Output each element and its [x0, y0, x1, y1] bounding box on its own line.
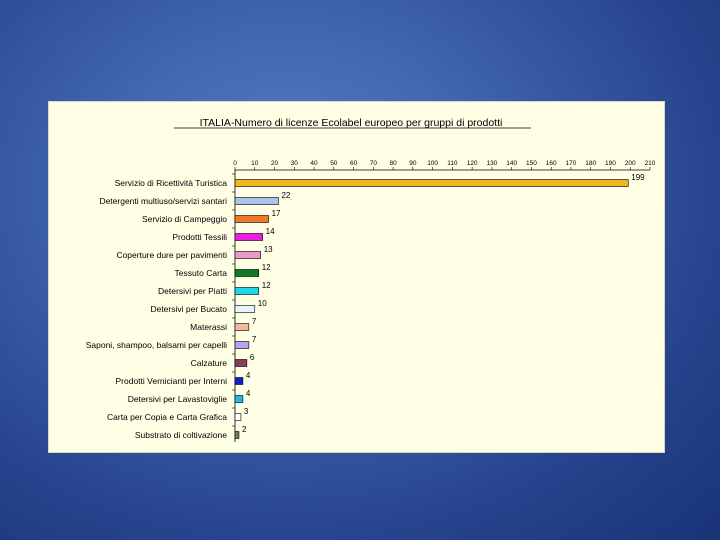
x-tick-label: 70 [370, 160, 378, 167]
data-label: 4 [246, 389, 251, 398]
category-label: Detersivi per Lavastoviglie [128, 394, 227, 404]
x-tick-label: 20 [271, 160, 279, 167]
bar [234, 287, 260, 295]
bar [234, 215, 269, 223]
category-label: Detersivi per Piatti [158, 286, 227, 296]
category-label: Servizio di Campeggio [142, 214, 227, 224]
bar [234, 305, 256, 313]
x-tick-label: 60 [350, 160, 358, 167]
bar [234, 413, 242, 421]
x-tick-label: 180 [585, 160, 596, 167]
category-label: Calzature [191, 358, 228, 368]
category-label: Detergenti multiuso/servizi santari [99, 196, 227, 206]
category-label: Tessuto Carta [175, 268, 228, 278]
x-tick-label: 200 [625, 160, 636, 167]
bar [234, 431, 240, 439]
x-tick-label: 30 [291, 160, 299, 167]
category-label: Prodotti Vernicianti per Interni [115, 376, 227, 386]
bar [234, 197, 279, 205]
data-label: 13 [264, 245, 273, 254]
chart-panel: ITALIA-Numero di licenze Ecolabel europe… [48, 101, 665, 453]
x-tick-label: 150 [526, 160, 537, 167]
category-label: Saponi, shampoo, balsami per capelli [86, 340, 227, 350]
bar [234, 323, 250, 331]
x-tick-label: 110 [447, 160, 458, 167]
x-tick-label: 120 [467, 160, 478, 167]
x-tick-label: 170 [566, 160, 577, 167]
bar [234, 377, 244, 385]
data-label: 22 [281, 191, 290, 200]
x-tick-label: 90 [409, 160, 417, 167]
category-label: Materassi [190, 322, 227, 332]
x-tick-label: 190 [605, 160, 616, 167]
category-label: Carta per Copia e Carta Grafica [107, 412, 227, 422]
data-label: 10 [258, 299, 267, 308]
x-tick-label: 0 [233, 160, 237, 167]
data-label: 199 [631, 173, 645, 182]
bar-chart: ITALIA-Numero di licenze Ecolabel europe… [86, 117, 656, 442]
data-label: 7 [252, 317, 257, 326]
data-label: 14 [266, 227, 275, 236]
x-tick-label: 40 [310, 160, 318, 167]
y-axis [232, 170, 236, 442]
data-label: 17 [272, 209, 281, 218]
bar [234, 395, 244, 403]
data-label: 7 [252, 335, 257, 344]
x-tick-label: 100 [427, 160, 438, 167]
bar [234, 179, 629, 187]
bar [234, 269, 260, 277]
bar [234, 251, 261, 259]
x-tick-label: 210 [645, 160, 656, 167]
x-tick-label: 140 [506, 160, 517, 167]
x-tick-label: 130 [486, 160, 497, 167]
x-tick-label: 50 [330, 160, 338, 167]
x-tick-label: 10 [251, 160, 259, 167]
bar [234, 233, 263, 241]
x-tick-label: 80 [389, 160, 397, 167]
category-label: Substrato di coltivazione [135, 430, 227, 440]
data-label: 2 [242, 425, 247, 434]
data-label: 6 [250, 353, 255, 362]
data-label: 12 [262, 281, 271, 290]
category-labels-group: Servizio di Ricettività Turistica Deterge… [86, 178, 228, 440]
bar [234, 341, 250, 349]
bars-group [234, 179, 629, 439]
category-label: Prodotti Tessili [172, 232, 227, 242]
x-tick-label: 160 [546, 160, 557, 167]
category-label: Servizio di Ricettività Turistica [115, 178, 228, 188]
bar [234, 359, 248, 367]
chart-title: ITALIA-Numero di licenze Ecolabel europe… [200, 117, 503, 129]
category-label: Coperture dure per pavimenti [116, 250, 227, 260]
data-label: 4 [246, 371, 251, 380]
data-label: 3 [244, 407, 249, 416]
x-axis: 0 10 20 30 40 50 60 70 80 90 100 110 120 130 140 150 160… [233, 160, 656, 171]
data-label: 12 [262, 263, 271, 272]
category-label: Detersivi per Bucato [150, 304, 227, 314]
